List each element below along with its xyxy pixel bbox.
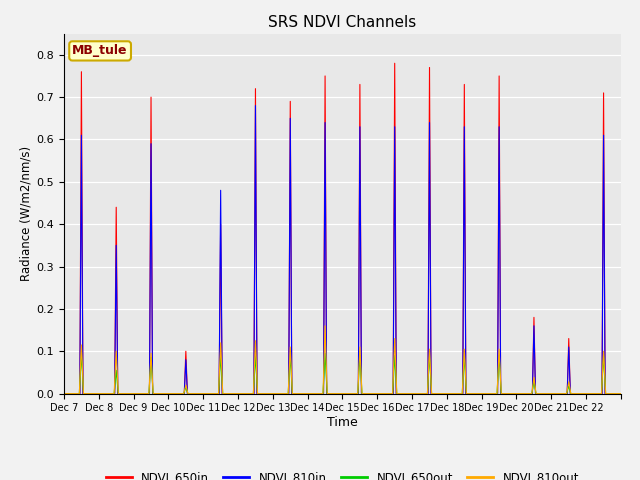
- NDVI_650out: [499, 391, 506, 396]
- NDVI_650in: [414, 391, 422, 396]
- NDVI_810out: [617, 391, 625, 396]
- Line: NDVI_810out: NDVI_810out: [64, 326, 621, 394]
- NDVI_650in: [499, 391, 506, 396]
- NDVI_810out: [174, 391, 182, 396]
- NDVI_810in: [60, 391, 68, 396]
- NDVI_810out: [321, 323, 329, 329]
- NDVI_650out: [414, 391, 422, 396]
- NDVI_650out: [611, 391, 618, 396]
- NDVI_810in: [611, 391, 618, 396]
- NDVI_650out: [60, 391, 68, 396]
- NDVI_650out: [463, 391, 471, 396]
- NDVI_810out: [60, 391, 68, 396]
- NDVI_650in: [391, 60, 399, 66]
- NDVI_810out: [611, 391, 618, 396]
- NDVI_810in: [414, 391, 422, 396]
- NDVI_650out: [174, 391, 182, 396]
- Line: NDVI_810in: NDVI_810in: [64, 106, 621, 394]
- NDVI_810in: [252, 103, 259, 108]
- Line: NDVI_650out: NDVI_650out: [64, 353, 621, 394]
- NDVI_650out: [77, 350, 85, 356]
- Legend: NDVI_650in, NDVI_810in, NDVI_650out, NDVI_810out: NDVI_650in, NDVI_810in, NDVI_650out, NDV…: [101, 466, 584, 480]
- NDVI_810in: [532, 391, 540, 396]
- NDVI_650in: [174, 391, 182, 396]
- NDVI_650in: [532, 391, 540, 396]
- Y-axis label: Radiance (W/m2/nm/s): Radiance (W/m2/nm/s): [19, 146, 33, 281]
- NDVI_810out: [463, 391, 471, 396]
- NDVI_810out: [499, 391, 506, 396]
- NDVI_650in: [463, 391, 471, 396]
- NDVI_810in: [499, 391, 506, 396]
- X-axis label: Time: Time: [327, 416, 358, 429]
- NDVI_650in: [60, 391, 68, 396]
- NDVI_810out: [532, 389, 540, 395]
- Text: MB_tule: MB_tule: [72, 44, 128, 58]
- NDVI_650out: [617, 391, 625, 396]
- NDVI_650out: [532, 390, 540, 396]
- Title: SRS NDVI Channels: SRS NDVI Channels: [268, 15, 417, 30]
- Line: NDVI_650in: NDVI_650in: [64, 63, 621, 394]
- NDVI_650in: [611, 391, 618, 396]
- NDVI_650in: [617, 391, 625, 396]
- NDVI_810in: [174, 391, 182, 396]
- NDVI_810in: [463, 391, 471, 396]
- NDVI_810in: [617, 391, 625, 396]
- NDVI_810out: [414, 391, 422, 396]
